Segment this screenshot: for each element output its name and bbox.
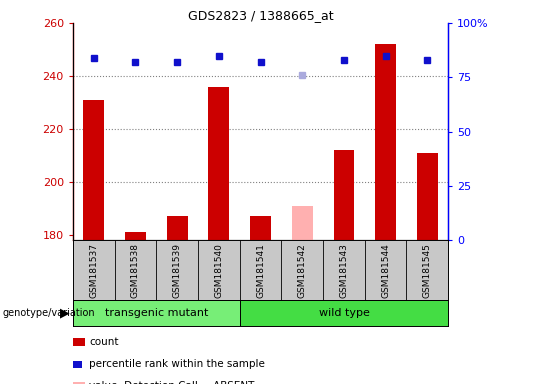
Text: genotype/variation: genotype/variation [3,308,96,318]
Text: wild type: wild type [319,308,369,318]
Bar [375,44,396,240]
Text: GSM181543: GSM181543 [340,243,348,298]
Bar [83,100,104,240]
Text: GSM181544: GSM181544 [381,243,390,298]
Text: GSM181537: GSM181537 [89,243,98,298]
Text: GSM181538: GSM181538 [131,243,140,298]
Text: count: count [89,337,119,347]
Bar [125,232,146,240]
Bar [73,300,240,326]
Bar [208,86,230,240]
Text: GSM181545: GSM181545 [423,243,432,298]
Text: transgenic mutant: transgenic mutant [105,308,208,318]
Bar [417,153,438,240]
Text: GSM181542: GSM181542 [298,243,307,298]
Text: value, Detection Call = ABSENT: value, Detection Call = ABSENT [89,381,254,384]
Bar [240,300,448,326]
Text: GSM181540: GSM181540 [214,243,224,298]
Bar [167,216,187,240]
Bar [334,150,354,240]
Bar [250,216,271,240]
Text: GSM181541: GSM181541 [256,243,265,298]
Text: ▶: ▶ [59,306,69,319]
Text: percentile rank within the sample: percentile rank within the sample [89,359,265,369]
Bar [292,205,313,240]
Title: GDS2823 / 1388665_at: GDS2823 / 1388665_at [188,9,333,22]
Text: GSM181539: GSM181539 [173,243,181,298]
